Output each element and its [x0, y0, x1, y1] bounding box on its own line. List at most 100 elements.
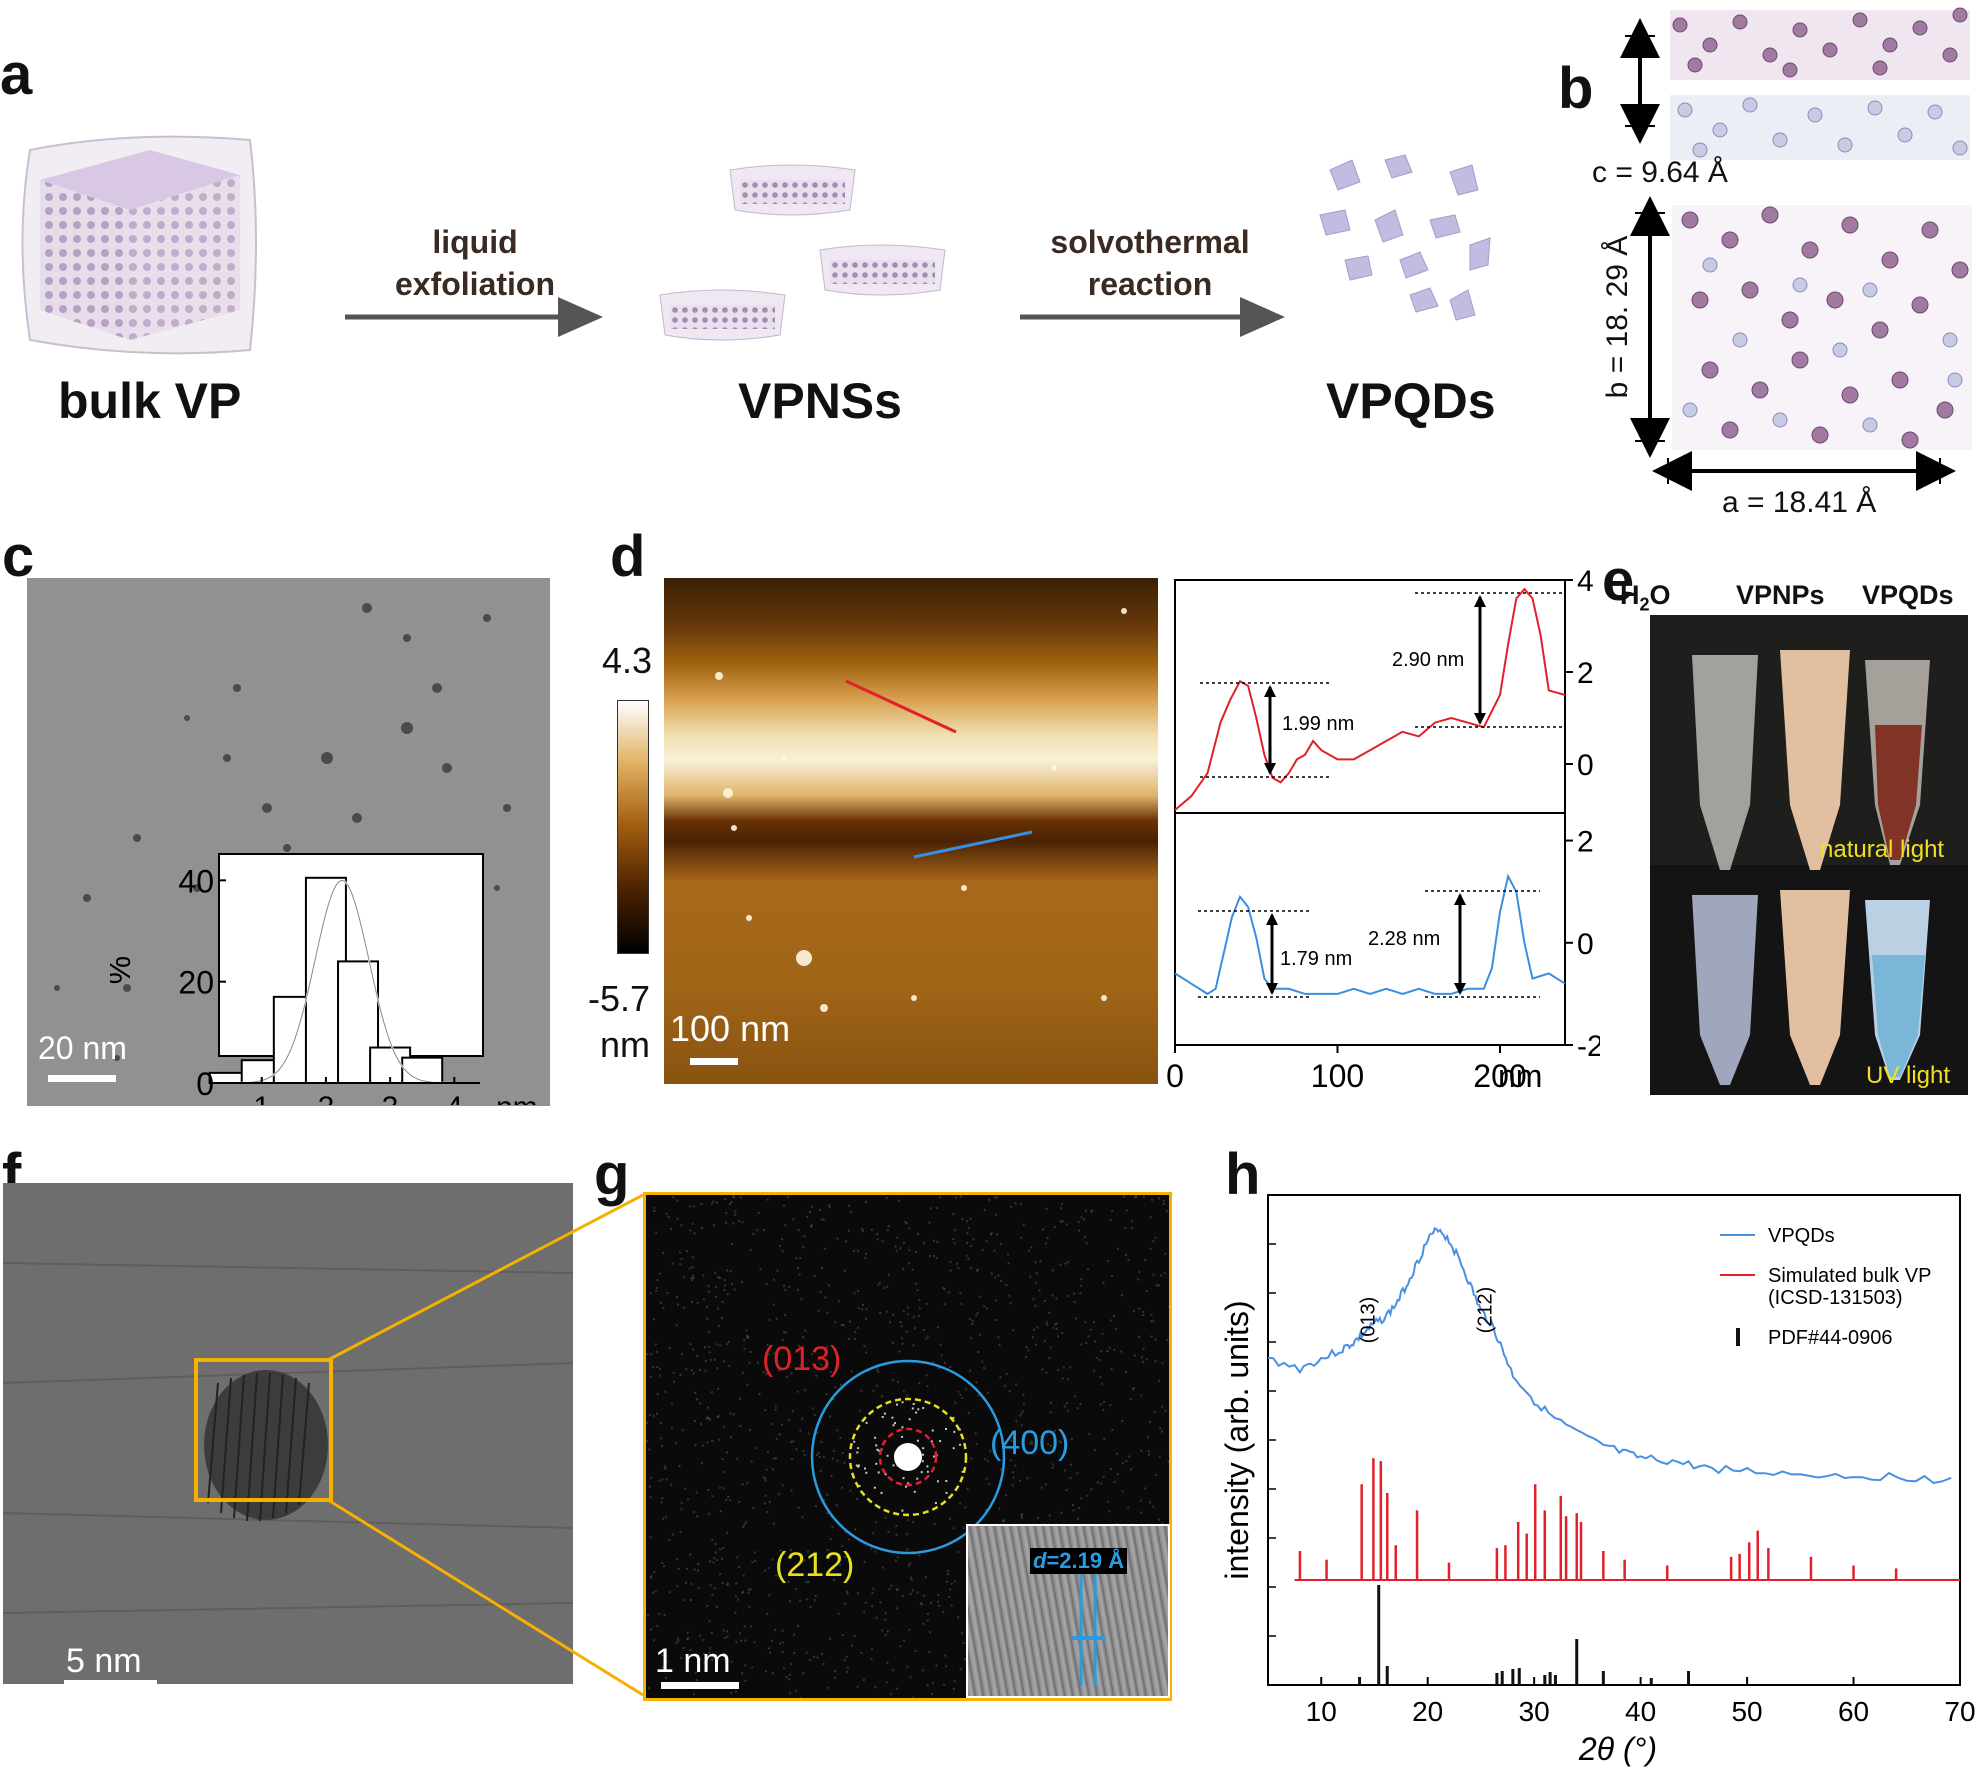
xrd-xtick-label: 60 — [1838, 1696, 1869, 1727]
a-lattice-label: a = 18.41 Å — [1722, 486, 1877, 519]
label-212: (212) — [775, 1546, 855, 1584]
profile-xunit: nm — [1498, 1058, 1542, 1094]
xrd-ylabel: intensity (arb. units) — [1219, 1300, 1255, 1579]
side-view-layer — [1670, 7, 1970, 160]
xrd-xtick-label: 30 — [1519, 1696, 1550, 1727]
undefined-arrowhead-bot — [1266, 983, 1278, 995]
legend-pdf: PDF#44-0906 — [1768, 1327, 1893, 1349]
e-col-h2o-h: H — [1620, 580, 1640, 610]
e-col-vpqds: VPQDs — [1862, 580, 1954, 610]
profile-ytick-label: -2 — [1577, 1030, 1600, 1063]
xrd-annot-013: (013) — [1357, 1297, 1379, 1344]
step-solvothermal: solvothermal reaction — [1030, 222, 1270, 305]
profile-label-h4: 2.28 nm — [1368, 928, 1440, 950]
vials-natural — [1692, 650, 1930, 870]
profile-ytick-label: 2 — [1577, 657, 1594, 690]
step-exfoliation: liquid exfoliation — [360, 222, 590, 305]
profile-series-red — [1174, 587, 1566, 811]
e-col-h2o-o: O — [1649, 580, 1671, 610]
scale-bar-g — [661, 1682, 739, 1689]
xrd-xtick-label: 70 — [1944, 1696, 1975, 1727]
scale-bar-f — [64, 1680, 157, 1687]
hist-xunit: nm — [496, 1091, 538, 1105]
panel-label-g: g — [594, 1142, 630, 1207]
caption-natural-light: natural light — [1820, 836, 1945, 863]
afm-profiles: 4 2 0 2 0 -2 1.99 nm 2.90 nm 1.79 nm 2.28 nm 0 100 2… — [1166, 565, 1600, 1094]
afm-image — [664, 578, 1158, 1084]
vpqd-particles — [1319, 154, 1491, 321]
scale-bar-g-label: 1 nm — [655, 1642, 731, 1680]
colorbar-unit: nm — [600, 1024, 651, 1065]
hist-xtick-label: 4 — [446, 1091, 463, 1105]
label-vpqds: VPQDs — [1326, 373, 1496, 429]
panel-label-b: b — [1558, 56, 1594, 121]
b-lattice-label: b = 18. 29 Å — [1601, 235, 1634, 399]
panel-label-c: c — [2, 524, 35, 589]
step-exfoliation-line2: exfoliation — [394, 265, 555, 302]
panel-label-a: a — [0, 42, 33, 107]
hist-bar — [401, 1056, 444, 1085]
hist-ytick-label: 0 — [196, 1066, 214, 1102]
undefined-arrowhead-bot — [1454, 983, 1466, 995]
undefined-arrowhead-top — [1264, 685, 1276, 697]
e-col-h2o: H2O — [1620, 580, 1671, 615]
xrd-xtick-label: 50 — [1731, 1696, 1762, 1727]
xrd-annot-212: (212) — [1475, 1287, 1497, 1334]
ifft-inset: d=2.19 Å — [966, 1524, 1170, 1698]
step-solvothermal-line2: reaction — [1087, 265, 1213, 302]
d-spacing-prefix: d — [1033, 1548, 1047, 1573]
scale-bar-c — [48, 1075, 116, 1082]
zoom-connector-lines — [327, 1193, 644, 1697]
hist-ytick-label: 40 — [178, 863, 214, 899]
hrtem-image-f — [2, 1183, 574, 1684]
size-histogram: 0 20 40 1 2 3 4% nm — [110, 863, 538, 1105]
e-col-h2o-sub: 2 — [1639, 594, 1650, 615]
undefined-arrowhead-bot — [1264, 763, 1276, 775]
undefined-arrowhead-top — [1474, 595, 1486, 607]
d-spacing-label: d=2.19 Å — [1030, 1548, 1128, 1574]
hist-xtick-label: 3 — [382, 1091, 399, 1105]
xrd-xtick-label: 10 — [1306, 1696, 1337, 1727]
hist-ytick-label: 20 — [178, 965, 214, 1001]
xrd-series-vpqds — [1267, 1226, 1952, 1484]
ring-013 — [878, 1427, 938, 1487]
height-colorbar — [617, 700, 649, 954]
c-lattice-label: c = 9.64 Å — [1592, 156, 1728, 189]
xrd-chart: 10 20 30 40 50 60 70 2θ (°) intensity (arb. unit… — [1219, 1194, 1976, 1767]
panel-label-e: e — [1602, 548, 1635, 613]
vial-photos — [1650, 615, 1968, 1095]
profile-line-red — [845, 679, 957, 734]
undefined-arrowhead-top — [1266, 913, 1278, 925]
profile-ytick-label: 2 — [1577, 826, 1594, 859]
scale-bar-d — [690, 1058, 738, 1065]
legend-vpqds: VPQDs — [1768, 1225, 1835, 1247]
profile-ytick-label: 0 — [1577, 749, 1594, 782]
hist-ylabel: % — [110, 956, 137, 984]
zoom-box-f — [194, 1358, 333, 1502]
bulk-vp-cube — [21, 135, 257, 355]
profile-series-blue — [1174, 873, 1566, 996]
ring-212 — [848, 1397, 968, 1517]
scale-bar-c-label: 20 nm — [38, 1030, 127, 1066]
profile-xtick-label: 100 — [1311, 1058, 1364, 1094]
vpns-sheets — [659, 164, 946, 341]
xrd-xlabel: 2θ (°) — [1578, 1731, 1657, 1767]
colorbar-min: -5.7 — [588, 978, 651, 1019]
hist-xtick-label: 1 — [253, 1091, 270, 1105]
top-view-layer — [1672, 205, 1972, 450]
d-spacing-value: =2.19 Å — [1046, 1548, 1125, 1573]
panel-a-illustration — [21, 135, 1491, 355]
profile-ytick-label: 0 — [1577, 928, 1594, 961]
step-solvothermal-line1: solvothermal — [1050, 224, 1250, 260]
undefined-arrowhead-bot — [1474, 713, 1486, 725]
ring-400 — [810, 1359, 1006, 1555]
legend-sim: Simulated bulk VP — [1768, 1265, 1931, 1287]
profile-ytick-label: 4 — [1577, 565, 1594, 598]
profile-label-h3: 1.79 nm — [1280, 948, 1352, 970]
profile-line-blue — [913, 830, 1033, 859]
vials-uv — [1692, 890, 1930, 1085]
step-exfoliation-line1: liquid — [432, 224, 518, 260]
panel-b-structure — [1620, 7, 1972, 491]
e-col-vpnps: VPNPs — [1736, 580, 1825, 610]
undefined-arrowhead-top — [1454, 893, 1466, 905]
